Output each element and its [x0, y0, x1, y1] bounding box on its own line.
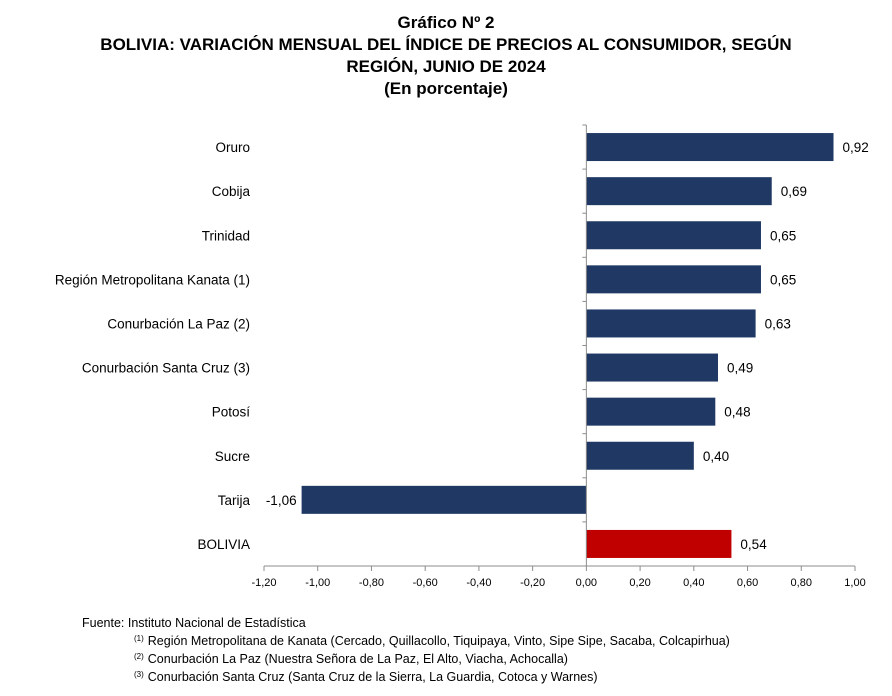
- bar-3: [586, 221, 761, 250]
- x-tick-label-7: 0,00: [576, 577, 597, 589]
- footnote-3-mark: (3): [134, 670, 144, 679]
- category-label-1: Oruro: [215, 140, 250, 155]
- x-tick-label-8: 0,20: [629, 577, 650, 589]
- footnote-1: (1) Región Metropolitana de Kanata (Cerca…: [134, 631, 730, 649]
- category-label-8: Sucre: [215, 449, 250, 464]
- bar-7: [586, 397, 716, 426]
- footnote-3-text: Conurbación Santa Cruz (Santa Cruz de la…: [147, 670, 598, 684]
- data-label-6: 0,49: [727, 361, 753, 376]
- bar-chart: 0,92 Oruro 0,69 Cobija 0,65 Trinidad 0,65 Regió…: [55, 124, 869, 589]
- category-label-9: Tarija: [218, 493, 251, 508]
- x-tick-label-6: -0,20: [520, 577, 545, 589]
- chart-title-line-3: REGIÓN, JUNIO DE 2024: [346, 57, 546, 76]
- bar-6: [586, 353, 718, 382]
- bar-1: [586, 133, 834, 162]
- bar-2: [586, 177, 772, 206]
- data-label-4: 0,65: [770, 272, 796, 287]
- data-label-10: 0,54: [740, 537, 767, 552]
- bar-4: [586, 265, 761, 294]
- footnote-2: (2) Conurbación La Paz (Nuestra Señora de…: [134, 649, 730, 667]
- data-label-1: 0,92: [843, 140, 869, 155]
- x-tick-label-5: -0,40: [466, 577, 491, 589]
- data-label-5: 0,63: [765, 316, 791, 331]
- bar-9: [301, 485, 587, 514]
- category-label-10: BOLIVIA: [197, 537, 250, 552]
- footnote-3: (3) Conurbación Santa Cruz (Santa Cruz de…: [134, 667, 730, 685]
- chart-title-line-1: Gráfico Nº 2: [397, 13, 495, 32]
- category-label-2: Cobija: [212, 184, 251, 199]
- x-tick-label-3: -0,80: [359, 577, 384, 589]
- footnote-1-text: Región Metropolitana de Kanata (Cercado,…: [147, 634, 730, 648]
- bar-8: [586, 441, 694, 470]
- footnote-2-mark: (2): [134, 652, 144, 661]
- x-tick-label-1: -1,20: [251, 577, 276, 589]
- category-label-6: Conurbación Santa Cruz (3): [82, 361, 250, 376]
- bar-10: [586, 529, 732, 558]
- category-label-4: Región Metropolitana Kanata (1): [55, 272, 250, 287]
- category-label-3: Trinidad: [202, 228, 250, 243]
- chart-title-block: Gráfico Nº 2 BOLIVIA: VARIACIÓN MENSUAL …: [0, 12, 892, 100]
- x-tick-label-9: 0,40: [683, 577, 704, 589]
- footnote-2-text: Conurbación La Paz (Nuestra Señora de La…: [147, 652, 568, 666]
- footnote-1-mark: (1): [134, 634, 144, 643]
- data-label-2: 0,69: [781, 184, 807, 199]
- data-label-3: 0,65: [770, 228, 796, 243]
- category-label-7: Potosí: [212, 405, 251, 420]
- category-label-5: Conurbación La Paz (2): [107, 316, 250, 331]
- x-tick-label-2: -1,00: [305, 577, 330, 589]
- source-line: Fuente: Instituto Nacional de Estadístic…: [82, 616, 306, 630]
- data-label-7: 0,48: [724, 405, 750, 420]
- chart-title-line-2: BOLIVIA: VARIACIÓN MENSUAL DEL ÍNDICE DE…: [100, 35, 792, 54]
- x-tick-label-10: 0,60: [737, 577, 758, 589]
- x-tick-label-4: -0,60: [413, 577, 438, 589]
- x-tick-label-11: 0,80: [791, 577, 812, 589]
- x-tick-label-12: 1,00: [844, 577, 865, 589]
- data-label-9: -1,06: [266, 493, 297, 508]
- bar-5: [586, 309, 756, 338]
- source-block: Fuente: Instituto Nacional de Estadístic…: [82, 616, 730, 685]
- data-label-8: 0,40: [703, 449, 729, 464]
- chart-subtitle: (En porcentaje): [384, 79, 508, 98]
